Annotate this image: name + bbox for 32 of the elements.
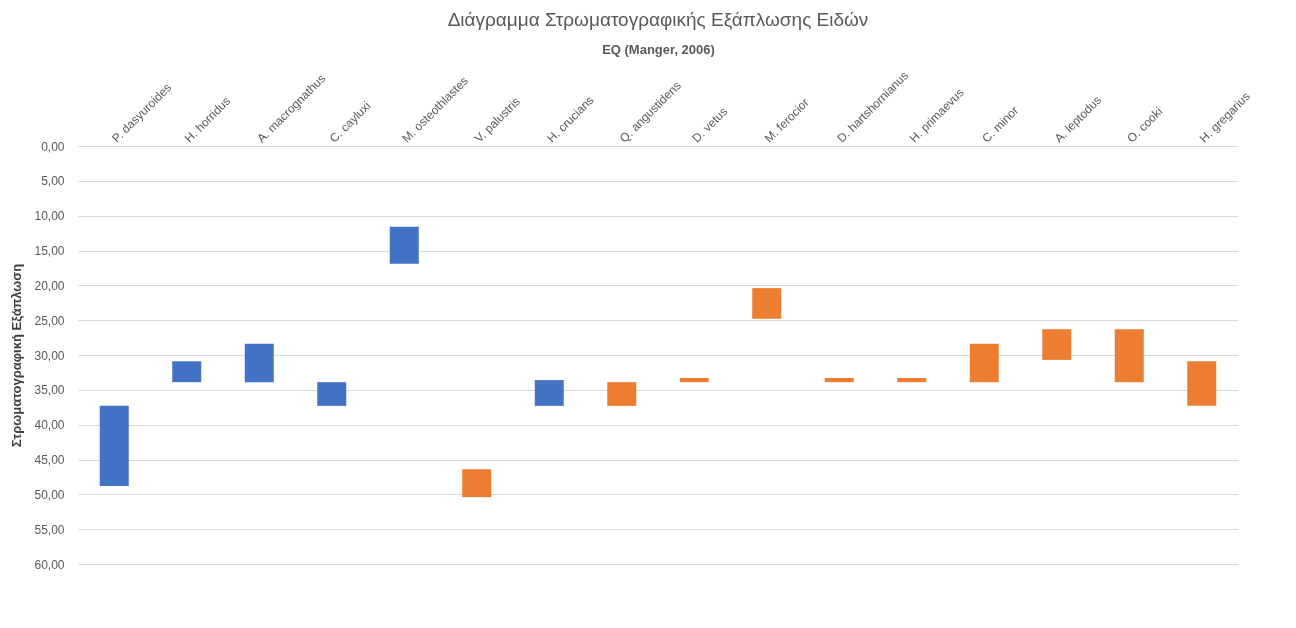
y-tick-label: 30,00 (34, 348, 65, 363)
y-tick-label: 55,00 (34, 522, 65, 537)
y-tick-label: 20,00 (34, 278, 65, 293)
y-tick-label: 35,00 (34, 383, 65, 398)
x-axis-title: EQ (Manger, 2006) (602, 42, 715, 58)
bar (897, 377, 927, 383)
y-tick-label: 0,00 (41, 139, 65, 154)
bar (172, 361, 202, 383)
bar (679, 377, 709, 383)
bar (1114, 329, 1144, 383)
bar (752, 288, 782, 319)
y-tick-label: 50,00 (34, 487, 65, 502)
y-tick-label: 5,00 (41, 174, 65, 189)
bar (1187, 361, 1217, 406)
y-tick-label: 60,00 (34, 557, 65, 572)
y-tick-label: 15,00 (34, 244, 65, 258)
bar (389, 226, 419, 264)
y-tick-label: 10,00 (34, 209, 65, 224)
bar (462, 469, 492, 498)
y-tick-label: 45,00 (34, 453, 65, 467)
y-axis-title: Στρωματογραφική Εξάπλωση (9, 263, 25, 448)
bar (244, 343, 274, 383)
y-tick-label: 25,00 (34, 313, 65, 328)
bar (607, 382, 637, 406)
bar (1042, 329, 1072, 360)
bar (99, 405, 129, 486)
bar (824, 377, 854, 383)
chart-title: Διάγραμμα Στρωματογραφικής Εξάπλωσης Ειδών (447, 8, 869, 30)
bar (969, 343, 999, 383)
bar (534, 380, 564, 406)
bar (317, 382, 347, 406)
y-tick-label: 40,00 (34, 418, 65, 433)
